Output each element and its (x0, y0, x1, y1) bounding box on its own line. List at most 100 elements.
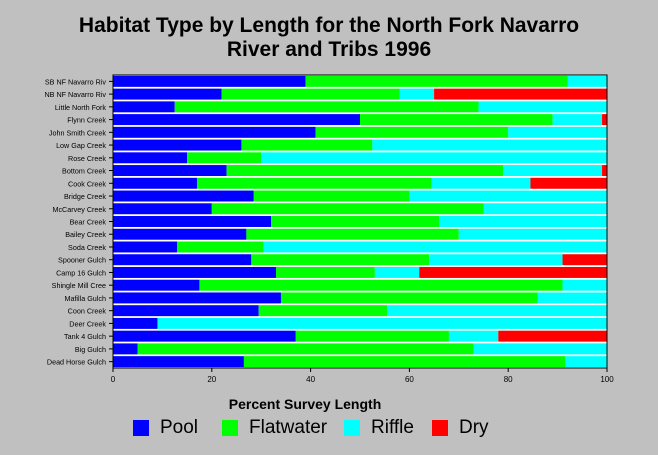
y-tick-label: NB NF Navarro Riv (44, 90, 106, 99)
legend-swatch-dry (432, 420, 448, 436)
chart-title-line-2: River and Tribs 1996 (226, 38, 432, 61)
bar-dry-2 (434, 88, 607, 100)
y-tick-label: Soda Creek (68, 243, 106, 252)
bar-riffle-18 (537, 292, 607, 304)
bar-pool-10 (113, 190, 254, 202)
bar-pool-7 (113, 152, 188, 164)
bar-pool-9 (113, 177, 197, 189)
legend-label-riffle: Riffle (371, 417, 414, 438)
bar-riffle-11 (483, 203, 607, 215)
y-tick-label: Camp 16 Gulch (56, 268, 106, 277)
bar-pool-14 (113, 241, 178, 253)
y-tick-label: Bottom Creek (62, 167, 106, 176)
y-tick-label: Deer Creek (69, 319, 106, 328)
bar-dry-16 (419, 266, 607, 278)
bar-dry-9 (530, 177, 607, 189)
bar-dry-21 (498, 330, 607, 342)
bar-flatwater-10 (253, 190, 410, 202)
bar-flatwater-15 (251, 254, 430, 266)
x-tick-label: 20 (207, 375, 216, 384)
bar-riffle-12 (439, 216, 607, 227)
legend-swatch-pool (133, 420, 149, 436)
bar-flatwater-2 (221, 88, 400, 100)
y-tick-label: Flynn Creek (67, 116, 106, 125)
bar-flatwater-7 (187, 152, 262, 164)
x-tick-label: 100 (600, 375, 614, 384)
y-tick-label: Bear Creek (70, 218, 107, 227)
bar-riffle-3 (478, 101, 607, 113)
bar-pool-16 (113, 266, 277, 278)
bar-riffle-1 (567, 75, 607, 87)
bar-riffle-19 (387, 305, 607, 317)
y-tick-label: Shingle Mill Cree (52, 281, 106, 290)
bar-riffle-10 (409, 190, 607, 202)
y-tick-label: Big Gulch (75, 345, 106, 354)
bar-riffle-2 (399, 88, 435, 100)
bar-flatwater-1 (305, 75, 568, 87)
legend-swatch-riffle (344, 420, 360, 436)
bar-riffle-8 (503, 165, 603, 177)
y-tick-label: John Smith Creek (49, 128, 107, 137)
x-tick-label: 80 (504, 375, 513, 384)
bar-flatwater-5 (315, 126, 509, 138)
bar-flatwater-18 (280, 292, 538, 304)
bar-flatwater-14 (177, 241, 264, 253)
bar-pool-21 (113, 330, 296, 342)
bar-pool-4 (113, 114, 360, 126)
bar-flatwater-16 (276, 266, 375, 278)
y-tick-label: Coon Creek (68, 307, 107, 316)
y-tick-label: SB NF Navarro Riv (45, 77, 107, 86)
legend-label-flatwater: Flatwater (249, 417, 328, 438)
bar-riffle-23 (565, 356, 607, 368)
bar-pool-23 (113, 356, 244, 368)
y-tick-label: Rose Creek (68, 154, 106, 163)
bar-riffle-4 (552, 114, 603, 126)
bar-flatwater-22 (137, 343, 474, 355)
y-tick-label: Bridge Creek (64, 192, 106, 201)
bar-flatwater-3 (174, 101, 479, 113)
bar-pool-1 (113, 75, 306, 87)
bar-pool-15 (113, 254, 252, 266)
bar-riffle-16 (374, 266, 420, 278)
x-tick-label: 0 (111, 375, 116, 384)
bar-dry-8 (602, 165, 607, 177)
bar-flatwater-6 (241, 139, 373, 151)
bar-riffle-14 (263, 241, 607, 253)
bar-dry-4 (602, 114, 607, 126)
bar-riffle-5 (508, 126, 607, 138)
bar-pool-2 (113, 88, 222, 100)
y-tick-label: Bailey Creek (65, 230, 106, 239)
y-tick-label: Dead Horse Gulch (47, 358, 106, 367)
bar-pool-11 (113, 203, 212, 215)
bar-flatwater-23 (243, 356, 566, 368)
y-tick-label: Cook Creek (68, 179, 106, 188)
x-tick-label: 60 (405, 375, 414, 384)
bar-riffle-13 (458, 228, 607, 240)
bar-pool-13 (113, 228, 247, 240)
chart-title-line-1: Habitat Type by Length for the North For… (78, 14, 580, 37)
bar-pool-3 (113, 101, 175, 113)
bar-dry-15 (562, 254, 607, 266)
bar-pool-6 (113, 139, 242, 151)
x-axis-label: Percent Survey Length (228, 396, 382, 412)
y-tick-label: Spooner Gulch (58, 256, 106, 265)
y-tick-label: Tank 4 Gulch (64, 332, 106, 341)
bar-flatwater-12 (271, 216, 440, 227)
y-tick-label: Low Gap Creek (56, 141, 106, 150)
bar-flatwater-9 (196, 177, 432, 189)
bar-riffle-20 (157, 317, 607, 329)
legend-label-pool: Pool (160, 417, 199, 438)
bar-riffle-22 (473, 343, 607, 355)
bar-flatwater-8 (226, 165, 504, 177)
y-tick-label: McCarvey Creek (52, 205, 106, 214)
bar-riffle-6 (372, 139, 607, 151)
y-tick-label: Mafilla Gulch (64, 294, 106, 303)
bar-flatwater-13 (246, 228, 459, 240)
legend-label-dry: Dry (459, 417, 489, 438)
bar-flatwater-11 (211, 203, 484, 215)
bar-flatwater-17 (199, 279, 563, 291)
bar-pool-5 (113, 126, 316, 138)
legend-swatch-flatwater (222, 420, 238, 436)
